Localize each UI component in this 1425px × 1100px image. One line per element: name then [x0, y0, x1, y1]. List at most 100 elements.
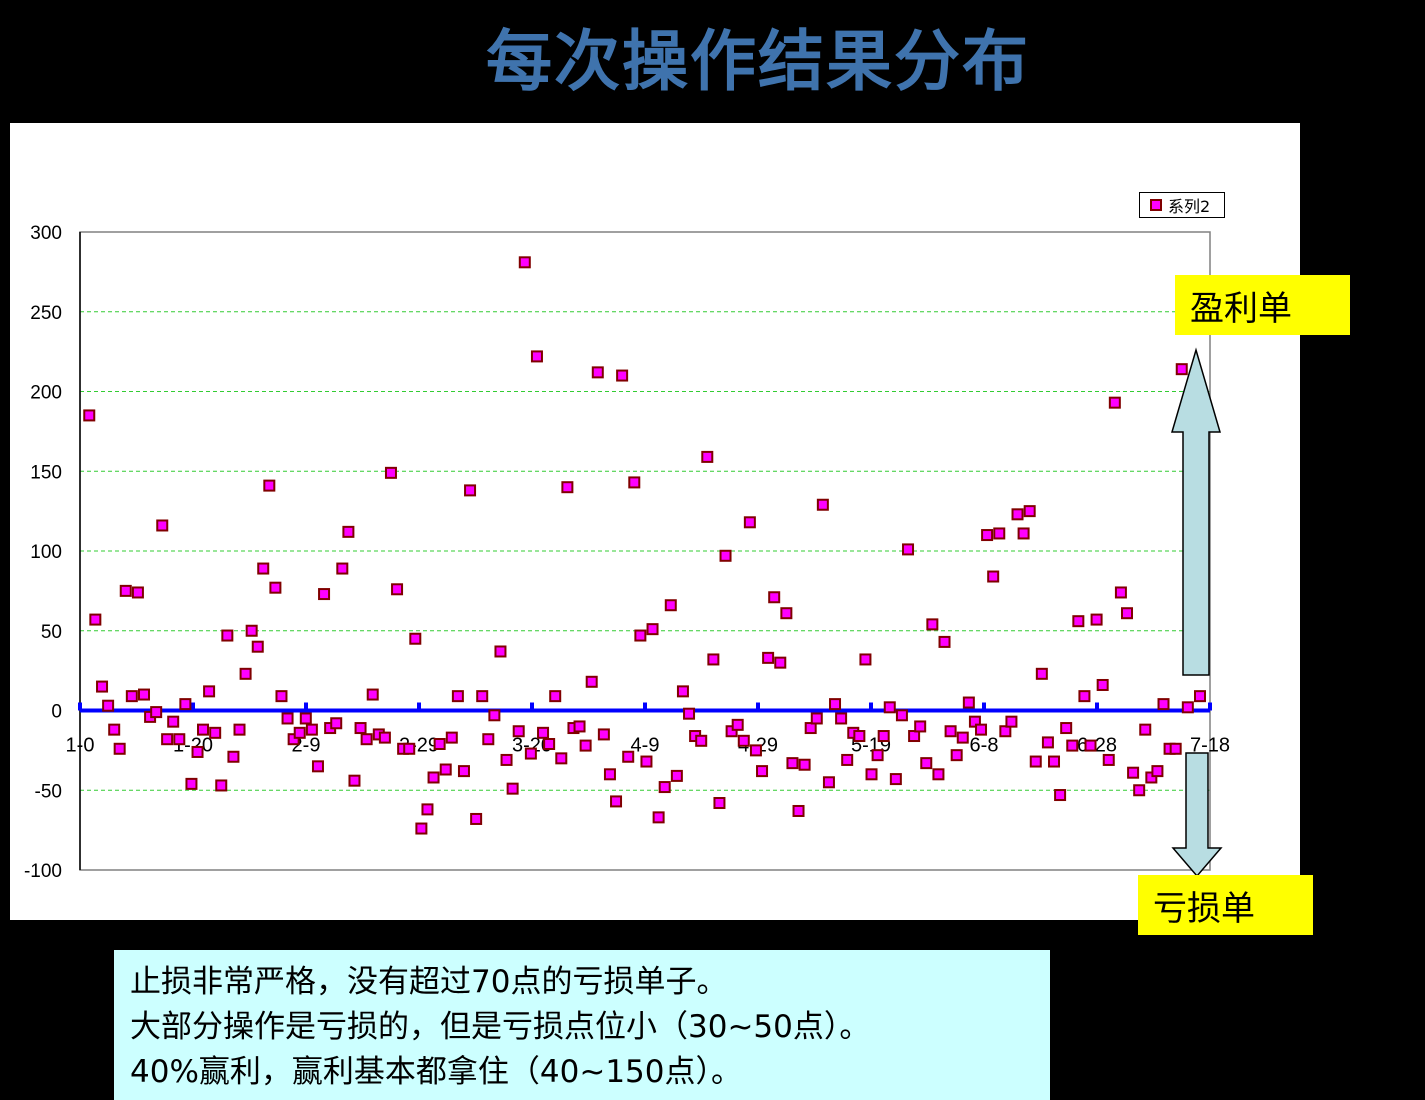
- data-point: [131, 586, 144, 599]
- data-point: [233, 723, 246, 736]
- data-point: [96, 680, 109, 693]
- data-point: [488, 709, 501, 722]
- data-point: [859, 653, 872, 666]
- data-point: [926, 618, 939, 631]
- data-point: [299, 712, 312, 725]
- data-point: [1090, 613, 1103, 626]
- data-point: [561, 481, 574, 494]
- data-point: [981, 529, 994, 542]
- data-point: [768, 591, 781, 604]
- data-point: [482, 733, 495, 746]
- data-point: [251, 640, 264, 653]
- data-point: [762, 651, 775, 664]
- data-point: [1029, 755, 1042, 768]
- y-tick-label: -100: [24, 861, 62, 882]
- data-point: [743, 516, 756, 529]
- data-point: [125, 690, 138, 703]
- y-tick-label: 50: [41, 622, 62, 643]
- data-point: [1017, 527, 1030, 540]
- data-point: [227, 750, 240, 763]
- data-point: [215, 779, 228, 792]
- data-point: [920, 757, 933, 770]
- data-point: [156, 519, 169, 532]
- data-point: [83, 409, 96, 422]
- data-point: [1187, 658, 1200, 671]
- data-point: [1102, 753, 1115, 766]
- data-point: [150, 706, 163, 719]
- note-line-1: 止损非常严格，没有超过70点的亏损单子。: [130, 964, 728, 1000]
- data-point: [119, 584, 132, 597]
- data-point: [865, 768, 878, 781]
- data-point: [366, 688, 379, 701]
- y-tick-label: 200: [30, 383, 62, 404]
- data-point: [1054, 789, 1067, 802]
- data-point: [263, 479, 276, 492]
- data-point: [1066, 739, 1079, 752]
- x-tick-label: 6-28: [1077, 735, 1117, 757]
- note-line-2: 大部分操作是亏损的，但是亏损点位小（30~50点）。: [130, 1009, 871, 1045]
- data-point: [640, 755, 653, 768]
- data-point: [167, 715, 180, 728]
- data-point: [1084, 739, 1097, 752]
- data-point: [713, 797, 726, 810]
- data-point: [500, 753, 513, 766]
- data-point: [543, 737, 556, 750]
- data-point: [914, 720, 927, 733]
- data-point: [841, 753, 854, 766]
- chart-legend: 系列2: [1139, 192, 1225, 218]
- data-point: [1108, 396, 1121, 409]
- y-tick-label: 100: [30, 542, 62, 563]
- data-point: [1151, 765, 1164, 778]
- data-point: [221, 629, 234, 642]
- data-point: [962, 696, 975, 709]
- data-point: [1096, 678, 1109, 691]
- data-point: [804, 722, 817, 735]
- data-point: [384, 466, 397, 479]
- data-point: [1048, 755, 1061, 768]
- y-tick-label: 0: [51, 702, 62, 723]
- data-point: [108, 723, 121, 736]
- data-point: [902, 543, 915, 556]
- data-point: [311, 760, 324, 773]
- data-point: [421, 803, 434, 816]
- data-point: [683, 707, 696, 720]
- data-point: [816, 498, 829, 511]
- data-point: [524, 747, 537, 760]
- data-point: [938, 635, 951, 648]
- data-point: [451, 690, 464, 703]
- data-point: [1169, 742, 1182, 755]
- y-tick-label: 250: [30, 303, 62, 324]
- data-point: [161, 733, 174, 746]
- data-point: [185, 777, 198, 790]
- data-point: [378, 731, 391, 744]
- data-point: [780, 607, 793, 620]
- data-point: [591, 366, 604, 379]
- x-tick-label: 3-20: [512, 735, 552, 757]
- data-point: [670, 769, 683, 782]
- data-point: [179, 698, 192, 711]
- data-point: [512, 725, 525, 738]
- data-point: [719, 549, 732, 562]
- data-point: [628, 476, 641, 489]
- data-point: [1114, 586, 1127, 599]
- data-point: [1139, 723, 1152, 736]
- data-point: [956, 731, 969, 744]
- x-tick-label: 6-8: [970, 735, 999, 757]
- data-point: [1078, 690, 1091, 703]
- data-point: [173, 733, 186, 746]
- data-point: [409, 632, 422, 645]
- x-tick-label: 4-9: [631, 735, 660, 757]
- data-point: [191, 745, 204, 758]
- data-point: [853, 730, 866, 743]
- data-point: [731, 718, 744, 731]
- data-point: [908, 730, 921, 743]
- data-point: [707, 653, 720, 666]
- data-point: [622, 750, 635, 763]
- data-point: [427, 771, 440, 784]
- data-point: [944, 725, 957, 738]
- data-point: [433, 737, 446, 750]
- data-point: [573, 720, 586, 733]
- x-tick-label: 7-18: [1190, 735, 1230, 757]
- data-point: [676, 685, 689, 698]
- data-point: [725, 725, 738, 738]
